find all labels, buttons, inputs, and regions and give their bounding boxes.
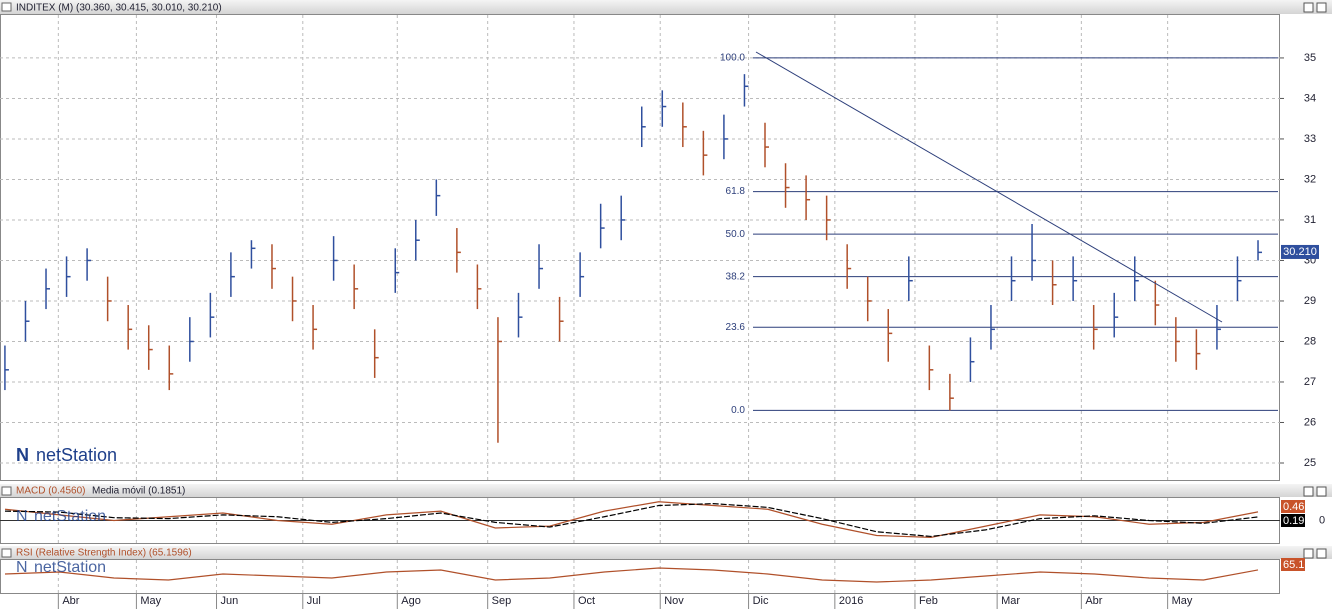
minimize-button[interactable] <box>1303 486 1314 497</box>
y-tick-label: 26 <box>1304 416 1316 428</box>
y-tick-label: 31 <box>1304 214 1316 226</box>
minimize-button[interactable] <box>1303 548 1314 559</box>
logo: N netStation N netStation N netStation <box>16 445 117 576</box>
close-button[interactable] <box>1316 548 1327 559</box>
minimize-button[interactable] <box>1303 2 1314 13</box>
x-tick-label: Jun <box>221 595 239 607</box>
y-tick-label: 29 <box>1304 295 1316 307</box>
close-button[interactable] <box>1316 486 1327 497</box>
x-tick-label: Dic <box>753 595 769 607</box>
fib-label: 0.0 <box>731 405 745 416</box>
fib-label: 50.0 <box>726 229 746 240</box>
last-price-label: 30.210 <box>1283 246 1317 258</box>
logo-n: N <box>16 559 28 576</box>
x-tick-label: Mar <box>1001 595 1020 607</box>
y-tick-label: 27 <box>1304 376 1316 388</box>
end-label-box <box>1281 514 1305 527</box>
end-label: 65.16 <box>1283 559 1311 571</box>
y-tick-label: 34 <box>1304 92 1316 104</box>
x-tick-label: May <box>140 595 161 607</box>
logo-text: netStation <box>34 559 106 576</box>
panel-header <box>0 484 1332 497</box>
fib-label: 100.0 <box>720 53 745 64</box>
panel-icon <box>1 486 12 496</box>
y-tick-label: 35 <box>1304 52 1316 64</box>
logo-n: N <box>16 508 28 525</box>
panel-icon <box>1 2 12 12</box>
end-label: 0.19 <box>1283 515 1304 527</box>
panel-border <box>0 14 1280 481</box>
panel-header <box>0 546 1332 559</box>
x-tick-label: May <box>1172 595 1193 607</box>
logo-text: netStation <box>36 445 117 465</box>
macd-title: MACD (0.4560) <box>16 486 85 497</box>
y-tick-label: 32 <box>1304 173 1316 185</box>
y-tick-label: 25 <box>1304 457 1316 469</box>
y-tick-label: 28 <box>1304 335 1316 347</box>
last-price-box <box>1281 244 1319 259</box>
fib-label: 38.2 <box>726 271 746 282</box>
x-tick-label: Oct <box>578 595 595 607</box>
x-tick-label: Ago <box>401 595 421 607</box>
indicator-line <box>4 567 1259 583</box>
x-tick-label: 2016 <box>839 595 863 607</box>
panel-border <box>0 559 1280 594</box>
x-tick-label: Jul <box>307 595 321 607</box>
panel-header <box>0 0 1332 14</box>
chart-title: INDITEX (M) (30.360, 30.415, 30.010, 30.… <box>16 3 222 14</box>
fib-label: 23.6 <box>726 322 746 333</box>
x-tick-label: Abr <box>1085 595 1102 607</box>
logo-text: netStation <box>34 508 106 525</box>
end-label: 0.46 <box>1283 501 1304 513</box>
x-tick-label: Nov <box>664 595 684 607</box>
x-tick-label: Feb <box>919 595 938 607</box>
end-label-box <box>1281 500 1305 513</box>
panel-icon <box>1 548 12 558</box>
window-buttons[interactable] <box>1303 2 1327 559</box>
signal-title: Media móvil (0.1851) <box>92 486 185 497</box>
end-label-box <box>1281 558 1305 571</box>
indicator-line <box>4 501 1259 538</box>
x-tick-label: Sep <box>492 595 512 607</box>
indicator-line <box>4 503 1259 538</box>
x-tick-label: Abr <box>62 595 79 607</box>
close-button[interactable] <box>1316 2 1327 13</box>
y-tick-label: 0 <box>1319 514 1325 526</box>
trend-line <box>755 51 1223 323</box>
fib-label: 61.8 <box>726 186 746 197</box>
y-tick-label: 33 <box>1304 133 1316 145</box>
logo-n: N <box>16 445 29 465</box>
rsi-title: RSI (Relative Strength Index) (65.1596) <box>16 548 192 559</box>
